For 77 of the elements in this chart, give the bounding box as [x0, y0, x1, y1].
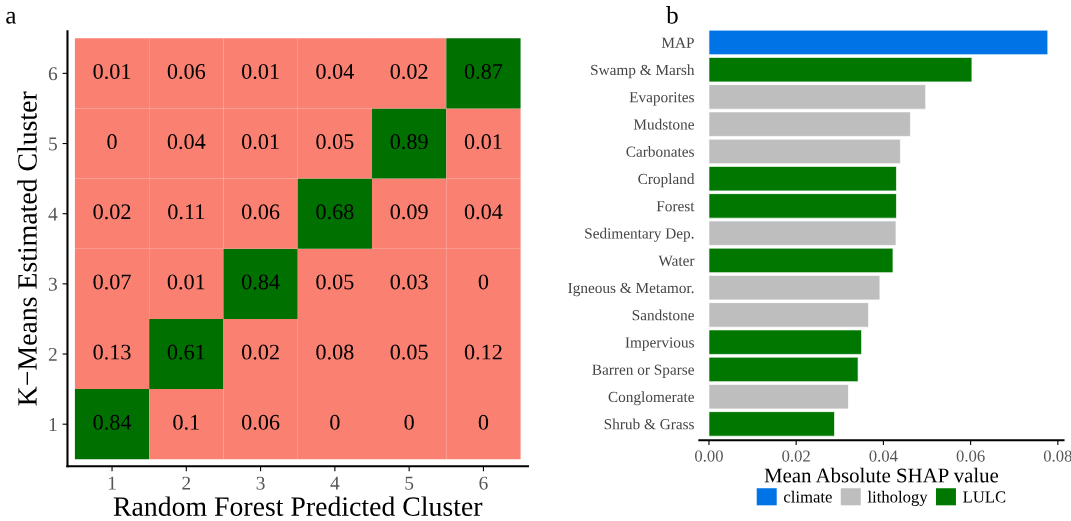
y-tick-label: Carbonates — [626, 146, 694, 157]
x-tick-label: 6 — [479, 476, 488, 490]
x-tick-label: 0.08 — [1043, 450, 1071, 462]
data-label: 0.09 — [390, 204, 428, 220]
y-tick-label: MAP — [661, 37, 694, 48]
y-tick-label: 5 — [49, 137, 57, 151]
data-label: 0.12 — [464, 344, 502, 360]
x-tick-label: 2 — [182, 476, 191, 490]
legend-label: lithology — [867, 490, 928, 506]
x-axis-title: Random Forest Predicted Cluster — [113, 496, 483, 516]
y-tick-label: Sedimentary Dep. — [585, 227, 694, 242]
y-tick-label: Mudstone — [633, 118, 694, 130]
data-label: 0.06 — [242, 204, 280, 220]
y-tick-label: Water — [658, 255, 695, 266]
data-label: 0.06 — [167, 63, 206, 80]
data-label: 0.07 — [93, 274, 131, 290]
data-label: 0.01 — [242, 63, 279, 80]
data-label: 0 — [478, 274, 489, 290]
data-label: 0.01 — [464, 134, 502, 150]
text: b — [666, 6, 678, 24]
data-label: 0.01 — [93, 63, 131, 80]
data-label: 0.01 — [167, 274, 205, 290]
y-axis-title: K−Means Estimated Cluster — [17, 91, 37, 406]
data-label: 0.05 — [316, 274, 354, 290]
x-tick-label: 3 — [256, 476, 265, 490]
data-label: 0.13 — [93, 344, 131, 360]
x-tick-label: 4 — [330, 476, 340, 490]
y-tick-label: Cropland — [638, 173, 695, 188]
data-label: 0.11 — [168, 204, 205, 220]
y-tick-label: Evaporites — [629, 92, 694, 106]
data-label: 0.05 — [316, 134, 354, 150]
data-label: 0.08 — [316, 344, 354, 360]
text: a — [6, 11, 17, 24]
legend-label: climate — [784, 490, 832, 503]
y-tick-label: Igneous & Metamor. — [568, 282, 694, 297]
y-tick-label: 2 — [48, 347, 57, 361]
y-tick-label: 4 — [48, 207, 58, 221]
y-tick-label: Impervious — [625, 337, 694, 351]
data-label: 0.02 — [242, 344, 279, 360]
y-tick-label: Shrub & Grass — [604, 418, 694, 430]
x-tick-label: 0.02 — [782, 450, 810, 462]
x-axis-title: Mean Absolute SHAP value — [764, 467, 999, 483]
data-label: 0.06 — [242, 414, 280, 430]
y-tick-label: 1 — [49, 418, 57, 431]
y-tick-label: Barren or Sparse — [592, 364, 694, 378]
x-tick-label: 5 — [405, 476, 414, 490]
data-label: 0.61 — [167, 344, 205, 360]
data-label: 0.68 — [316, 204, 354, 220]
data-label: 0 — [478, 414, 489, 430]
data-label: 0.89 — [390, 134, 428, 150]
data-label: 0.02 — [93, 204, 131, 220]
data-label: 0.87 — [464, 63, 503, 80]
data-label: 0.03 — [390, 274, 428, 290]
data-label: 0 — [330, 414, 340, 430]
x-tick-label: 0.04 — [869, 450, 898, 462]
data-label: 0.04 — [316, 63, 354, 80]
data-label: 0 — [404, 414, 414, 430]
data-label: 0.02 — [390, 63, 428, 80]
y-tick-label: Swamp & Marsh — [591, 64, 695, 79]
data-label: 0.04 — [167, 134, 206, 150]
y-tick-label: Conglomerate — [608, 391, 694, 406]
x-tick-label: 1 — [108, 476, 116, 490]
data-label: 0.84 — [93, 414, 132, 430]
x-tick-label: 0.00 — [695, 450, 723, 462]
legend-label: LULC — [963, 491, 1006, 503]
y-tick-label: 6 — [48, 67, 58, 81]
data-label: 0.84 — [242, 274, 280, 290]
data-label: 0 — [107, 134, 117, 150]
y-tick-label: Sandstone — [632, 309, 694, 321]
data-label: 0.05 — [390, 344, 428, 360]
bar — [708, 29, 1049, 56]
y-tick-label: 3 — [48, 277, 57, 291]
y-tick-label: Forest — [656, 201, 695, 212]
data-label: 0.01 — [242, 134, 279, 150]
data-label: 0.1 — [173, 414, 199, 430]
x-tick-label: 0.06 — [956, 450, 985, 462]
data-label: 0.04 — [464, 204, 503, 220]
